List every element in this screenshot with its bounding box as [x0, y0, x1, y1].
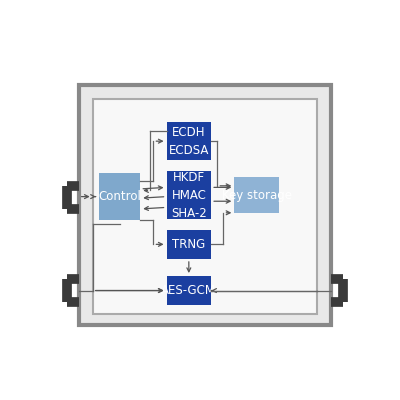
- Bar: [166, 122, 211, 160]
- Bar: [99, 173, 140, 220]
- Bar: [166, 230, 211, 259]
- Text: ECDH
ECDSA: ECDH ECDSA: [169, 126, 209, 157]
- Bar: [166, 276, 211, 305]
- Bar: [166, 171, 211, 219]
- Text: TRNG: TRNG: [172, 238, 206, 251]
- Bar: [79, 85, 331, 325]
- Text: Key storage: Key storage: [222, 188, 292, 202]
- Text: Control: Control: [98, 190, 141, 203]
- Bar: [92, 99, 318, 314]
- Text: AES-GCM: AES-GCM: [161, 284, 216, 297]
- Text: HKDF
HMAC
SHA-2: HKDF HMAC SHA-2: [171, 170, 207, 220]
- Bar: [234, 177, 279, 213]
